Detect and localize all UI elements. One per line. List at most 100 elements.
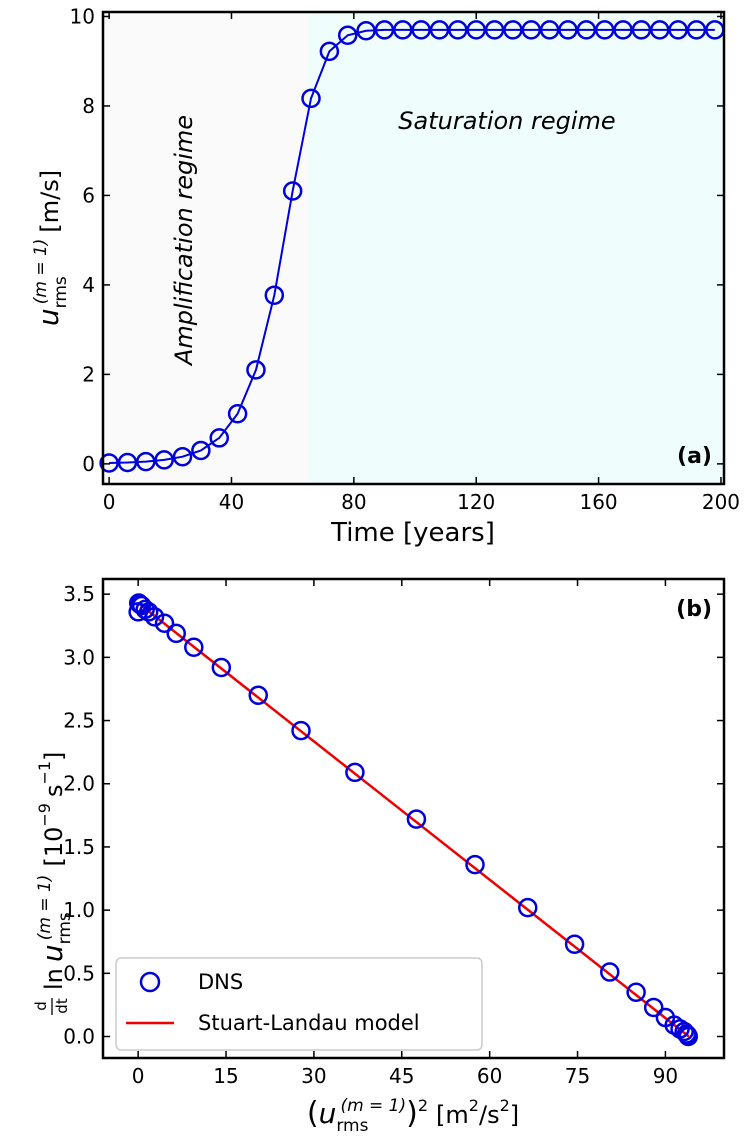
x-tick-label: 120 — [457, 490, 495, 514]
data-point — [374, 20, 395, 40]
data-point — [209, 428, 229, 448]
regime-label-saturation: Saturation regime — [398, 107, 615, 135]
y-axis-label-sub: rms — [55, 912, 75, 944]
data-point — [465, 854, 485, 875]
data-point — [613, 20, 633, 40]
x-tick-label: 30 — [301, 1064, 326, 1088]
panel-label-a: (a) — [677, 444, 712, 469]
data-point — [248, 685, 268, 706]
x-tick-label: 80 — [341, 490, 366, 514]
x-axis-label-unit-sup1: 2 — [469, 1096, 479, 1115]
y-tick-label: 3.5 — [63, 582, 95, 606]
x-axis-label-sub: rms — [336, 1116, 368, 1136]
x-tick-label: 90 — [653, 1064, 678, 1088]
data-point — [484, 20, 505, 40]
axis-ticks: 0 40 80 120 160 200 0 2 4 6 8 10 — [70, 4, 740, 514]
data-point — [521, 20, 542, 40]
x-axis-label-sup: (m = 1) — [340, 1096, 406, 1116]
x-tick-label: 15 — [213, 1064, 238, 1088]
y-axis-label-sub: rms — [51, 276, 71, 308]
data-point — [166, 623, 186, 644]
x-tick-label: 60 — [477, 1064, 502, 1088]
y-axis-label-ln: ln — [40, 968, 68, 990]
x-tick-label: 200 — [702, 490, 740, 514]
plot-frame — [101, 577, 726, 1060]
y-tick-label: 2 — [82, 362, 95, 386]
y-tick-label: 1.0 — [63, 898, 95, 922]
data-point — [191, 440, 211, 461]
data-point — [337, 25, 358, 46]
data-point — [144, 607, 165, 627]
y-axis-label-unit: [m/s] — [36, 170, 64, 233]
data-point — [600, 962, 620, 982]
panel-a: 0 40 80 120 160 200 0 2 4 6 8 10 Amplification regi… — [31, 4, 740, 548]
y-tick-label: 3.0 — [63, 645, 95, 669]
x-axis-label-var: u — [319, 1097, 337, 1130]
data-point — [393, 20, 413, 40]
data-point — [429, 20, 450, 40]
x-axis-label-square: 2 — [418, 1096, 428, 1115]
data-point — [650, 20, 670, 40]
legend: DNS Stuart-Landau model — [115, 957, 483, 1051]
data-point — [172, 446, 193, 467]
data-point — [643, 997, 664, 1018]
y-axis-label-var: u — [36, 944, 69, 962]
y-tick-label: 0 — [82, 452, 95, 476]
y-axis-label-unit-a: [10 — [40, 827, 68, 867]
dns-markers — [128, 593, 699, 1047]
amplification-region-shading — [103, 12, 308, 484]
y-axis-label-var: u — [32, 308, 65, 326]
data-point — [466, 20, 486, 40]
x-tick-label: 160 — [579, 490, 617, 514]
x-tick-label: 45 — [389, 1064, 414, 1088]
y-tick-label: 1.5 — [63, 835, 95, 859]
y-tick-label: 0.0 — [63, 1025, 95, 1049]
y-tick-label: 2.0 — [63, 772, 95, 796]
y-axis-label-unit-b: s — [40, 785, 68, 798]
data-point — [246, 360, 266, 380]
y-axis-label-unit-exp: −9 — [35, 803, 54, 827]
y-axis-label-sup: (m = 1) — [35, 875, 55, 941]
saturation-region-shading — [307, 12, 724, 484]
panel-b: 0 15 30 45 60 75 90 0.0 0.5 1.0 1.5 2.0 2.5 3.0 3.5 (b… — [32, 577, 726, 1136]
y-tick-label: 4 — [82, 273, 95, 297]
legend-model-label: Stuart-Landau model — [198, 1011, 420, 1035]
y-axis-label-unit-c: ] — [40, 752, 68, 761]
y-tick-label: 2.5 — [63, 709, 95, 733]
legend-dns-marker — [139, 971, 161, 993]
data-point — [117, 452, 138, 473]
data-point — [282, 181, 303, 201]
data-point — [576, 20, 597, 40]
data-point — [631, 20, 652, 40]
data-point — [686, 20, 707, 40]
data-point — [564, 934, 585, 955]
data-point — [301, 88, 321, 109]
plot-frame — [101, 10, 726, 486]
x-axis-label-unit-c: ] — [510, 1101, 519, 1129]
data-point — [674, 1021, 694, 1042]
svg-text:lnurms(m = 1)[10−9s−1]: ln urms(m = 1) [10−9 s−1] — [35, 752, 75, 990]
data-point — [99, 453, 119, 473]
y-axis-label: urms(m = 1) [m/s] — [31, 170, 71, 326]
data-point — [411, 20, 431, 40]
x-axis-label-unit-sup2: 2 — [500, 1096, 510, 1115]
data-point — [319, 41, 340, 62]
data-point — [345, 762, 365, 783]
x-axis-label-close-paren: ) — [406, 1096, 418, 1131]
panel-label-b: (b) — [676, 597, 712, 622]
y-axis-label-unit-exp2: −1 — [35, 761, 54, 785]
data-point — [154, 613, 175, 633]
y-tick-label: 8 — [82, 94, 95, 118]
y-tick-label: 10 — [70, 4, 95, 28]
data-point — [264, 285, 285, 305]
data-point — [503, 20, 523, 40]
x-axis-label-open-paren: ( — [307, 1096, 319, 1131]
data-point — [356, 21, 376, 41]
data-point — [626, 982, 646, 1003]
data-point — [558, 20, 578, 40]
x-tick-label: 40 — [219, 490, 244, 514]
data-point — [448, 20, 468, 40]
legend-dns-label: DNS — [198, 970, 243, 994]
x-axis-label-unit-b: /s — [479, 1101, 500, 1129]
